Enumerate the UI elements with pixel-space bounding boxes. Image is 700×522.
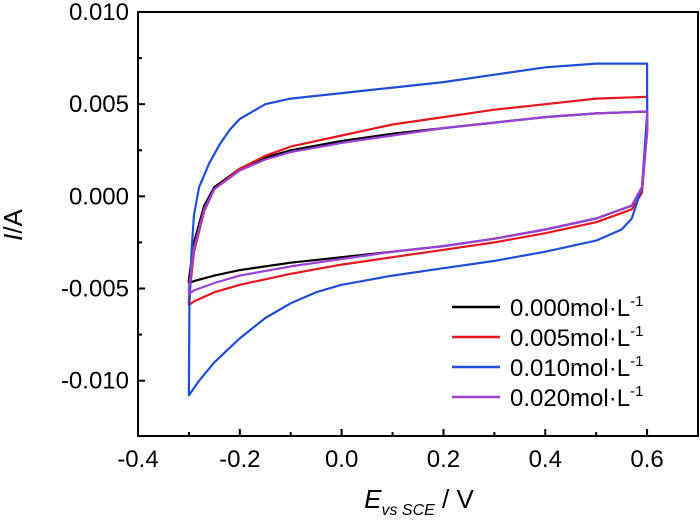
- x-axis-label-main: E: [364, 484, 382, 514]
- x-tick-label: 0.6: [630, 446, 663, 473]
- x-tick-label: -0.2: [219, 446, 260, 473]
- legend: 0.000mol·L-10.005mol·L-10.010mol·L-10.02…: [452, 293, 643, 412]
- y-axis-label-main: I: [0, 234, 28, 241]
- y-tick-label: -0.005: [61, 276, 129, 303]
- series-0.010-curve: [187, 62, 649, 397]
- y-tick-label: 0.010: [69, 0, 129, 26]
- x-axis-label-rest: / V: [435, 484, 475, 514]
- y-tick-label: 0.005: [69, 91, 129, 118]
- series-0.000-curve: [187, 110, 649, 285]
- legend-label-0.000: 0.000mol·L-1: [510, 293, 643, 322]
- x-axis-label-sub: vs SCE: [381, 502, 435, 519]
- series-0.020-curve: [187, 110, 649, 296]
- legend-label-0.020: 0.020mol·L-1: [510, 383, 643, 412]
- axes-layer: -0.4 -0.2 0.0 0.2 0.4 0.6 -0.010 -0.005 0.000 0.0…: [61, 0, 664, 473]
- x-tick-label: 0.2: [427, 446, 460, 473]
- y-axis-label: I/A: [0, 208, 28, 240]
- y-tick-label: -0.010: [61, 368, 129, 395]
- x-tick-label: 0.4: [529, 446, 562, 473]
- y-tick-label: 0.000: [69, 183, 129, 210]
- x-tick-label: -0.4: [117, 446, 158, 473]
- legend-label-0.005: 0.005mol·L-1: [510, 323, 643, 352]
- x-axis-label: Evs SCE / V: [364, 484, 474, 519]
- curves-layer: [187, 62, 649, 397]
- legend-label-0.010: 0.010mol·L-1: [510, 353, 643, 382]
- series-0.005-curve: [187, 95, 649, 307]
- x-tick-label: 0.0: [325, 446, 358, 473]
- y-axis-label-rest: /A: [0, 208, 28, 233]
- plot-frame: [137, 11, 699, 437]
